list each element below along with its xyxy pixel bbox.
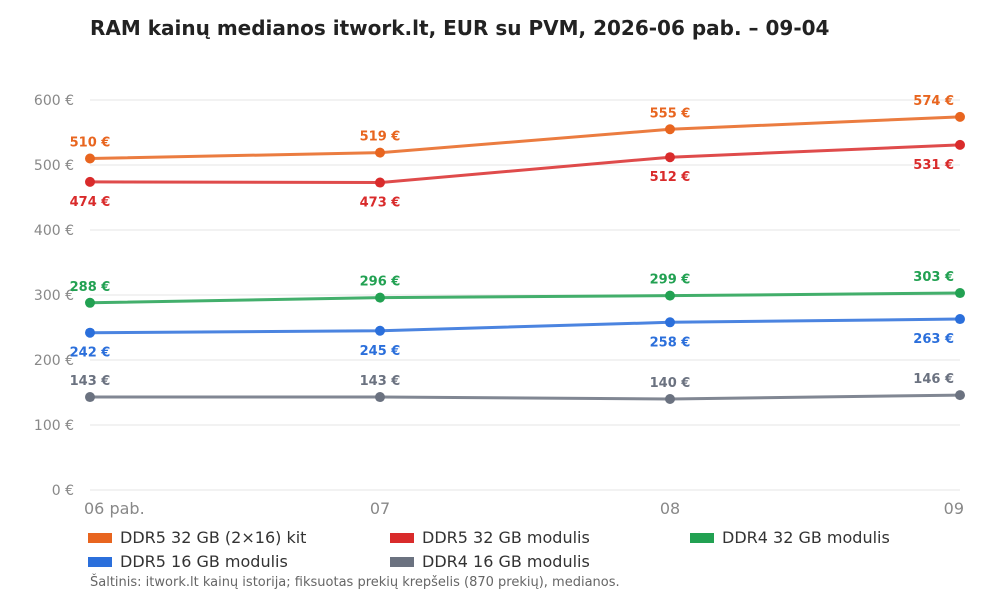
data-point bbox=[85, 297, 95, 308]
data-label: 263 € bbox=[913, 332, 954, 347]
data-label: 143 € bbox=[70, 374, 111, 389]
data-label: 519 € bbox=[360, 130, 401, 145]
data-point bbox=[665, 394, 675, 404]
data-label: 296 € bbox=[360, 275, 401, 290]
legend-label: DDR5 32 GB modulis bbox=[422, 528, 590, 547]
data-labels: 510 € 519 € 555 € 574 € 474 € 473 € 512 € 531 €… bbox=[70, 94, 954, 391]
data-label: 140 € bbox=[650, 376, 691, 391]
legend-item: DDR5 32 GB (2×16) kit bbox=[88, 528, 306, 547]
legend-swatch bbox=[88, 556, 112, 567]
legend-label: DDR5 32 GB (2×16) kit bbox=[120, 528, 307, 547]
y-tick-label: 500 € bbox=[34, 158, 74, 174]
legend-label: DDR4 32 GB modulis bbox=[722, 528, 890, 547]
x-tick-label: 06 pab. bbox=[84, 499, 145, 518]
data-point bbox=[375, 147, 385, 158]
y-tick-label: 200 € bbox=[34, 353, 74, 369]
data-point bbox=[955, 314, 965, 325]
data-label: 474 € bbox=[70, 195, 111, 210]
series-line bbox=[89, 115, 961, 160]
data-point bbox=[85, 327, 95, 338]
legend-item: DDR5 16 GB modulis bbox=[88, 552, 288, 571]
data-label: 303 € bbox=[913, 270, 954, 285]
data-point bbox=[375, 392, 385, 403]
x-tick-label: 08 bbox=[660, 499, 680, 518]
data-point bbox=[375, 325, 385, 336]
y-tick-label: 0 € bbox=[52, 483, 74, 499]
data-label: 288 € bbox=[70, 280, 111, 295]
data-label: 299 € bbox=[650, 273, 691, 288]
data-point bbox=[955, 139, 965, 150]
data-label: 258 € bbox=[650, 335, 691, 350]
data-point bbox=[375, 177, 385, 188]
legend-swatch bbox=[390, 532, 414, 543]
x-axis: 06 pab. 07 08 09 bbox=[84, 499, 964, 518]
data-point bbox=[665, 290, 675, 301]
data-point bbox=[955, 288, 965, 299]
y-tick-label: 300 € bbox=[34, 288, 74, 304]
data-point bbox=[665, 124, 675, 135]
data-label: 555 € bbox=[650, 106, 691, 121]
y-axis: 0 € 100 € 200 € 300 € 400 € 500 € 600 € bbox=[34, 93, 74, 499]
y-tick-label: 400 € bbox=[34, 223, 74, 239]
data-label: 242 € bbox=[70, 346, 111, 361]
y-tick-label: 600 € bbox=[34, 93, 74, 109]
series-line bbox=[90, 393, 961, 401]
y-tick-label: 100 € bbox=[34, 418, 74, 434]
data-label: 473 € bbox=[360, 196, 401, 211]
legend-item: DDR4 16 GB modulis bbox=[390, 552, 590, 571]
legend-swatch bbox=[690, 532, 714, 543]
data-label: 510 € bbox=[70, 136, 111, 151]
data-point bbox=[955, 390, 965, 401]
legend-swatch bbox=[390, 556, 414, 567]
series-line bbox=[89, 317, 961, 335]
legend-item: DDR4 32 GB modulis bbox=[690, 528, 890, 547]
legend-item: DDR5 32 GB modulis bbox=[390, 528, 590, 547]
data-point bbox=[85, 392, 95, 403]
data-point bbox=[375, 292, 385, 303]
gridlines bbox=[90, 99, 960, 491]
data-point bbox=[955, 111, 965, 122]
data-point bbox=[85, 153, 95, 164]
data-label: 574 € bbox=[913, 94, 954, 109]
x-tick-label: 09 bbox=[944, 499, 964, 518]
x-tick-label: 07 bbox=[370, 499, 390, 518]
legend-swatch bbox=[88, 532, 112, 543]
data-point bbox=[665, 317, 675, 328]
chart-title: RAM kainų medianos itwork.lt, EUR su PVM… bbox=[90, 16, 830, 40]
data-point bbox=[665, 152, 675, 163]
data-label: 143 € bbox=[360, 374, 401, 389]
legend-label: DDR5 16 GB modulis bbox=[120, 552, 288, 571]
data-point bbox=[85, 176, 95, 187]
data-label: 512 € bbox=[650, 170, 691, 185]
data-label: 146 € bbox=[913, 372, 954, 387]
data-label: 531 € bbox=[913, 158, 954, 173]
source-note: Šaltinis: itwork.lt kainų istorija; fiks… bbox=[90, 575, 620, 590]
series-line bbox=[89, 143, 961, 185]
series-line bbox=[89, 291, 961, 305]
series-group bbox=[85, 111, 965, 404]
data-label: 245 € bbox=[360, 344, 401, 359]
legend-label: DDR4 16 GB modulis bbox=[422, 552, 590, 571]
